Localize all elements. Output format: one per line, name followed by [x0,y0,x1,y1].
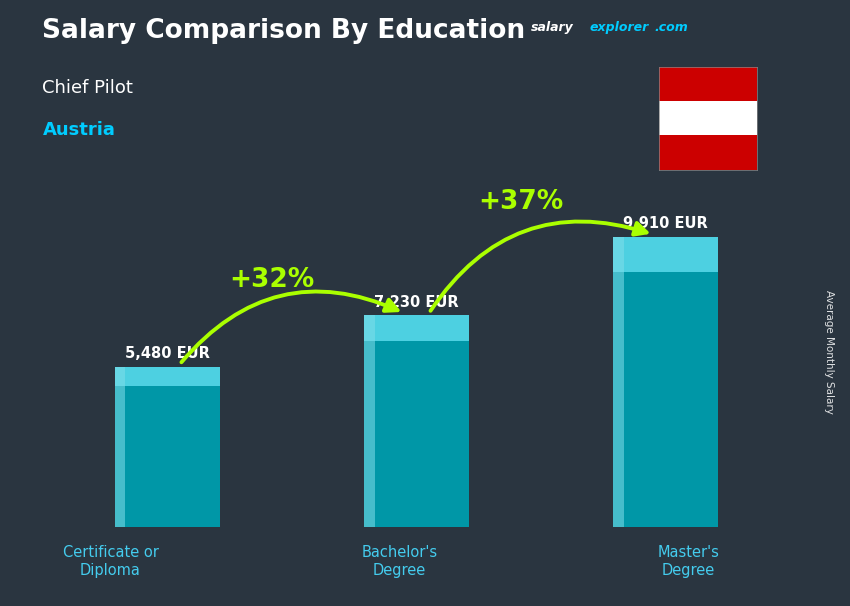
Bar [115,367,125,527]
Text: 9,910 EUR: 9,910 EUR [623,216,708,231]
Text: Certificate or
Diploma: Certificate or Diploma [63,545,158,578]
Bar [614,271,718,527]
Text: Austria: Austria [42,121,116,139]
Bar [659,67,756,101]
Text: +32%: +32% [230,267,314,293]
Bar [364,316,469,341]
Text: Chief Pilot: Chief Pilot [42,79,133,97]
Text: 5,480 EUR: 5,480 EUR [125,346,210,361]
Bar [659,101,756,135]
Bar [364,316,375,527]
Bar [614,237,718,271]
Text: Bachelor's
Degree: Bachelor's Degree [361,545,438,578]
Bar [115,386,219,527]
Bar [364,341,469,527]
Bar [659,135,756,170]
Text: .com: .com [654,21,688,34]
Bar [115,367,219,386]
Text: Salary Comparison By Education: Salary Comparison By Education [42,18,525,44]
Text: Master's
Degree: Master's Degree [658,545,719,578]
Text: +37%: +37% [479,189,564,215]
Text: explorer: explorer [589,21,649,34]
Text: 7,230 EUR: 7,230 EUR [374,295,459,310]
Text: salary: salary [531,21,574,34]
Text: Average Monthly Salary: Average Monthly Salary [824,290,834,413]
Bar [614,237,624,527]
